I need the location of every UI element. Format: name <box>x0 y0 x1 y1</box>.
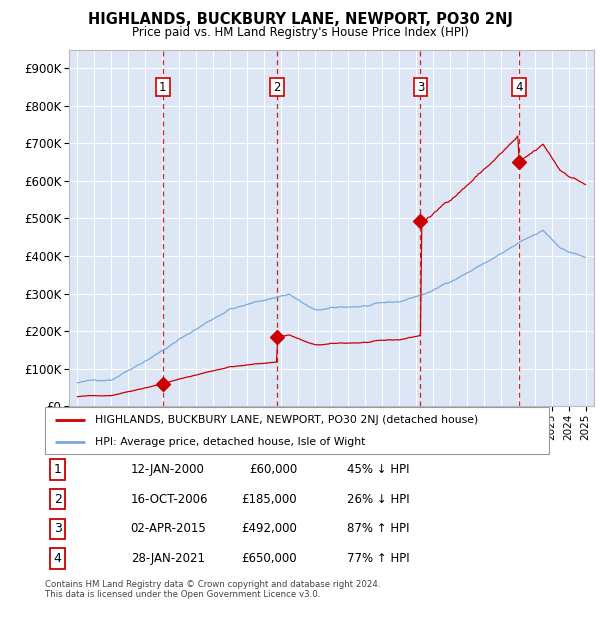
Text: £60,000: £60,000 <box>249 463 297 476</box>
Text: 02-APR-2015: 02-APR-2015 <box>131 523 206 535</box>
Text: 3: 3 <box>417 81 424 94</box>
Text: Price paid vs. HM Land Registry's House Price Index (HPI): Price paid vs. HM Land Registry's House … <box>131 26 469 39</box>
Text: 2: 2 <box>53 493 62 505</box>
Text: 4: 4 <box>53 552 62 565</box>
Text: £492,000: £492,000 <box>241 523 297 535</box>
Text: 77% ↑ HPI: 77% ↑ HPI <box>347 552 410 565</box>
Text: 2: 2 <box>274 81 281 94</box>
Text: 1: 1 <box>159 81 167 94</box>
Text: 45% ↓ HPI: 45% ↓ HPI <box>347 463 410 476</box>
Text: HIGHLANDS, BUCKBURY LANE, NEWPORT, PO30 2NJ: HIGHLANDS, BUCKBURY LANE, NEWPORT, PO30 … <box>88 12 512 27</box>
Text: 28-JAN-2021: 28-JAN-2021 <box>131 552 205 565</box>
FancyBboxPatch shape <box>45 407 549 454</box>
Text: 3: 3 <box>53 523 62 535</box>
Text: 16-OCT-2006: 16-OCT-2006 <box>131 493 208 505</box>
Text: 4: 4 <box>515 81 523 94</box>
Text: 26% ↓ HPI: 26% ↓ HPI <box>347 493 410 505</box>
Text: 12-JAN-2000: 12-JAN-2000 <box>131 463 205 476</box>
Text: HIGHLANDS, BUCKBURY LANE, NEWPORT, PO30 2NJ (detached house): HIGHLANDS, BUCKBURY LANE, NEWPORT, PO30 … <box>95 415 479 425</box>
Text: £650,000: £650,000 <box>241 552 297 565</box>
Text: £185,000: £185,000 <box>241 493 297 505</box>
Text: HPI: Average price, detached house, Isle of Wight: HPI: Average price, detached house, Isle… <box>95 436 366 447</box>
Text: Contains HM Land Registry data © Crown copyright and database right 2024.
This d: Contains HM Land Registry data © Crown c… <box>45 580 380 599</box>
Text: 87% ↑ HPI: 87% ↑ HPI <box>347 523 410 535</box>
Text: 1: 1 <box>53 463 62 476</box>
